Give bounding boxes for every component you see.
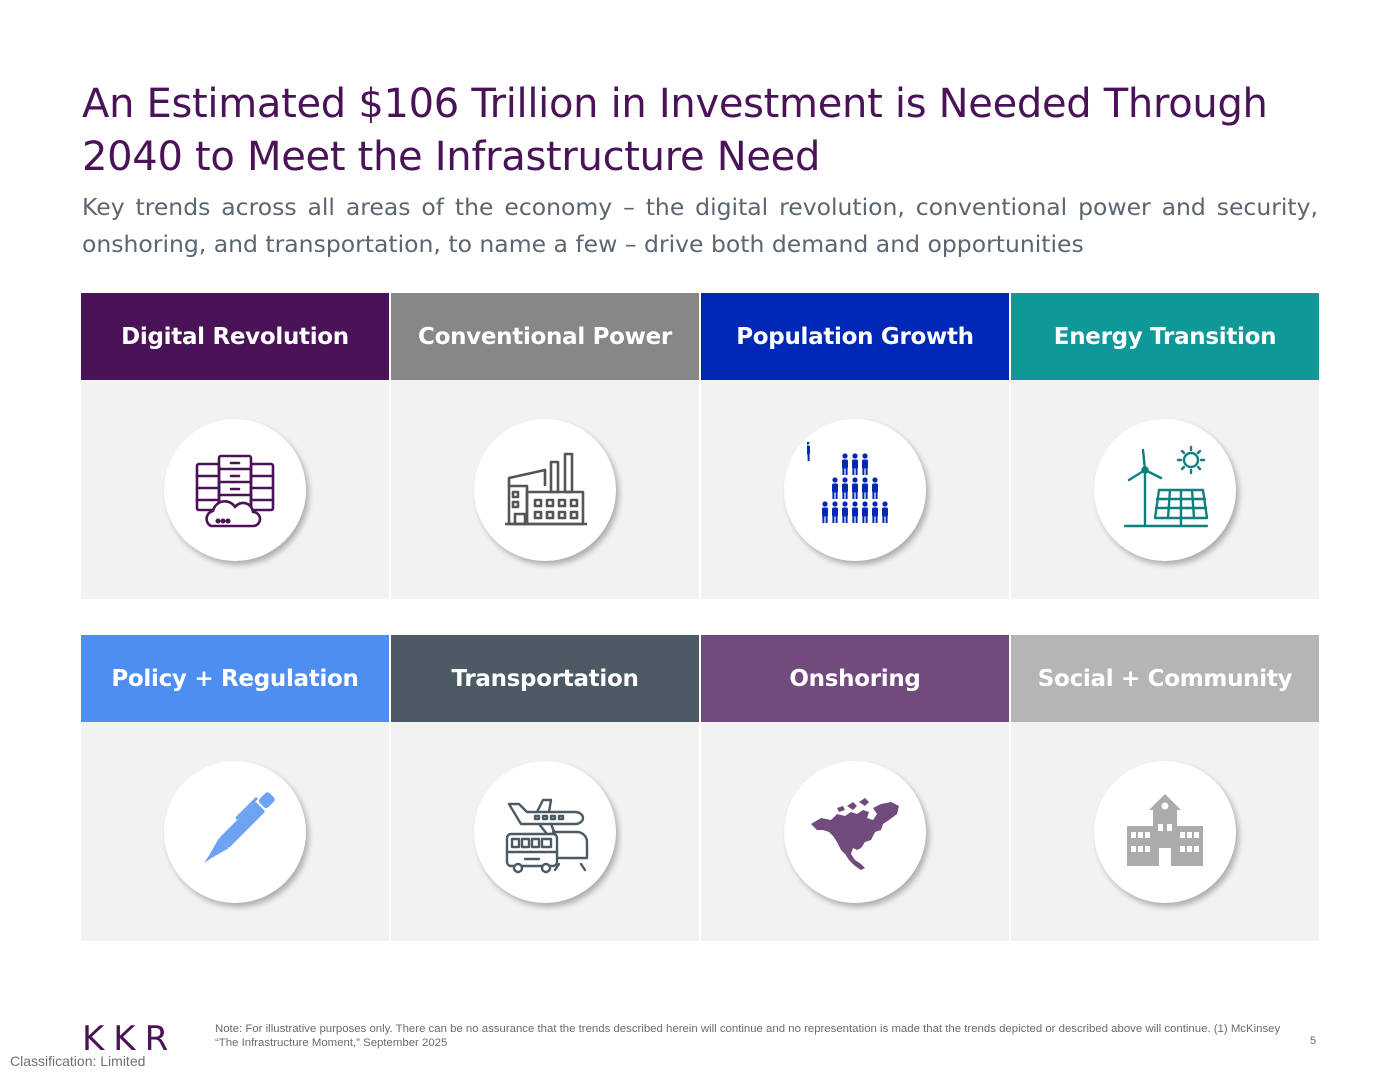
trend-tile-digital-revolution: Digital Revolution — [81, 293, 389, 599]
trend-grid-row-2: Policy + Regulation Transportation — [81, 635, 1319, 941]
page-title: An Estimated $106 Trillion in Investment… — [82, 81, 1268, 180]
kkr-logo: KKR — [82, 1019, 178, 1059]
trend-tile-population-growth: Population Growth — [701, 293, 1009, 599]
school-building-icon — [1127, 793, 1203, 866]
classification-label: Classification: Limited — [10, 1053, 146, 1069]
factory-icon — [505, 452, 587, 525]
page-number: 5 — [1310, 1035, 1317, 1047]
icon-circle — [164, 760, 306, 903]
population-icon — [807, 441, 888, 523]
trend-header: Conventional Power — [391, 293, 699, 380]
icon-circle — [164, 418, 306, 561]
trend-tile-conventional-power: Conventional Power — [391, 293, 699, 599]
icon-circle — [784, 760, 926, 903]
icon-circle — [1094, 760, 1236, 903]
server-cloud-icon — [195, 454, 275, 527]
trend-header: Population Growth — [701, 293, 1009, 380]
trend-tile-onshoring: Onshoring — [701, 635, 1009, 941]
trend-grid-row-1: Digital Revolution Conventional Power — [81, 293, 1319, 599]
transport-icon — [505, 798, 589, 873]
pen-icon — [203, 791, 275, 863]
icon-circle — [784, 418, 926, 561]
trend-tile-social-community: Social + Community — [1011, 635, 1319, 941]
trend-header: Digital Revolution — [81, 293, 389, 380]
trend-header: Social + Community — [1011, 635, 1319, 722]
north-america-icon — [811, 797, 899, 870]
trend-header: Policy + Regulation — [81, 635, 389, 722]
wind-solar-icon — [1123, 445, 1209, 527]
trend-tile-transportation: Transportation — [391, 635, 699, 941]
icon-circle — [474, 418, 616, 561]
trend-header: Transportation — [391, 635, 699, 722]
icon-circle — [1094, 418, 1236, 561]
trend-header: Energy Transition — [1011, 293, 1319, 380]
trend-tile-energy-transition: Energy Transition — [1011, 293, 1319, 599]
icon-circle — [474, 760, 616, 903]
trend-tile-policy-regulation: Policy + Regulation — [81, 635, 389, 941]
footnote: Note: For illustrative purposes only. Th… — [215, 1023, 1281, 1049]
trend-header: Onshoring — [701, 635, 1009, 722]
page-subtitle: Key trends across all areas of the econo… — [82, 193, 1318, 258]
